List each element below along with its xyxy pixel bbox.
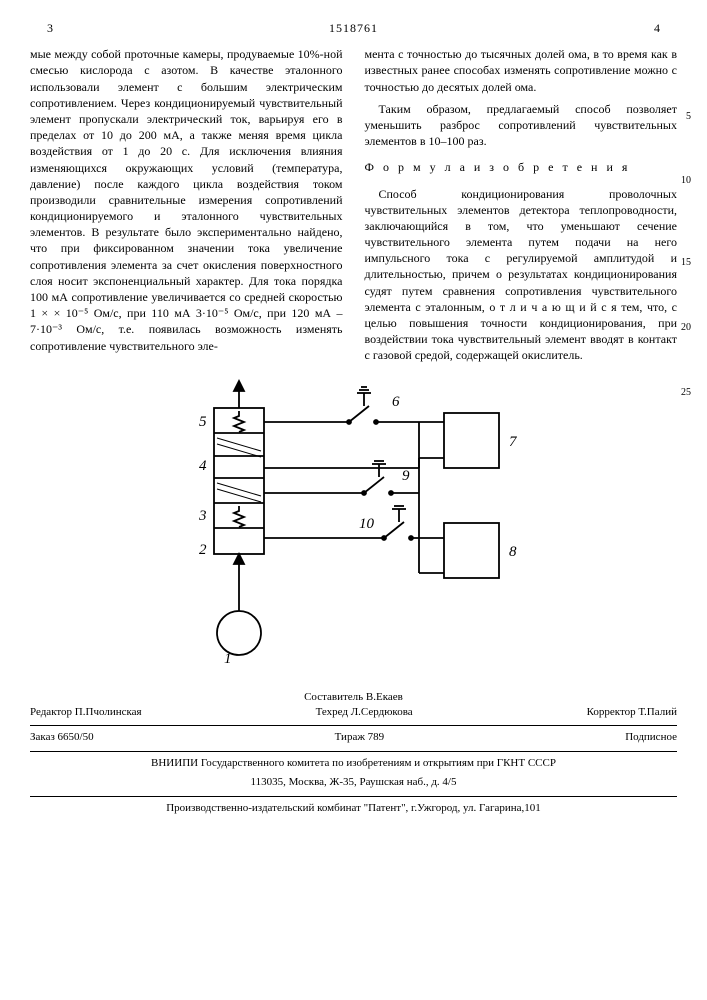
line-number: 15 <box>681 256 691 270</box>
left-column: мые между собой проточные камеры, продув… <box>30 46 343 363</box>
page-number-left: 3 <box>30 20 70 36</box>
figure-label-6: 6 <box>392 394 400 410</box>
circuit-diagram: 5 4 3 2 1 6 7 8 9 10 <box>30 378 677 672</box>
figure-label-7: 7 <box>509 434 518 450</box>
page-number-right: 4 <box>637 20 677 36</box>
corrector: Корректор Т.Палий <box>587 705 677 720</box>
line-number: 20 <box>681 321 691 335</box>
body-text-right-2: Таким образом, предлагаемый способ позво… <box>365 101 678 150</box>
text-columns: мые между собой проточные камеры, продув… <box>30 46 677 363</box>
figure-label-10: 10 <box>359 516 375 532</box>
figure-label-3: 3 <box>198 508 207 524</box>
patent-claim: Способ кондиционирования проволочных чув… <box>365 186 678 364</box>
diagram-svg: 5 4 3 2 1 6 7 8 9 10 <box>164 378 544 668</box>
line-number: 5 <box>686 110 691 124</box>
body-text-right-1: мента с точностью до тысячных долей ома,… <box>365 46 678 95</box>
right-column: 5 10 15 20 25 мента с точностью до тысяч… <box>365 46 678 363</box>
order-number: Заказ 6650/50 <box>30 730 94 745</box>
patent-number: 1518761 <box>70 20 637 36</box>
techred: Техред Л.Сердюкова <box>316 705 413 720</box>
org-line-2: Производственно-издательский комбинат "П… <box>30 801 677 816</box>
signed: Подписное <box>625 730 677 745</box>
tirazh: Тираж 789 <box>335 730 385 745</box>
org-line-1: ВНИИПИ Государственного комитета по изоб… <box>30 756 677 771</box>
figure-label-1: 1 <box>224 651 232 667</box>
page-header: 3 1518761 4 <box>30 20 677 36</box>
line-number: 25 <box>681 386 691 400</box>
figure-label-8: 8 <box>509 544 517 560</box>
figure-label-4: 4 <box>199 458 207 474</box>
org-addr: 113035, Москва, Ж-35, Раушская наб., д. … <box>30 775 677 790</box>
figure-label-9: 9 <box>402 468 410 484</box>
line-number: 10 <box>681 174 691 188</box>
footer-block: Составитель В.Екаев Редактор П.Пчолинска… <box>30 690 677 816</box>
figure-label-5: 5 <box>199 414 207 430</box>
editor: Редактор П.Пчолинская <box>30 705 142 720</box>
figure-label-2: 2 <box>199 542 207 558</box>
compiler-line: Составитель В.Екаев <box>30 690 677 705</box>
formula-title: Ф о р м у л а и з о б р е т е н и я <box>365 159 678 175</box>
body-text-left: мые между собой проточные камеры, продув… <box>30 47 343 352</box>
